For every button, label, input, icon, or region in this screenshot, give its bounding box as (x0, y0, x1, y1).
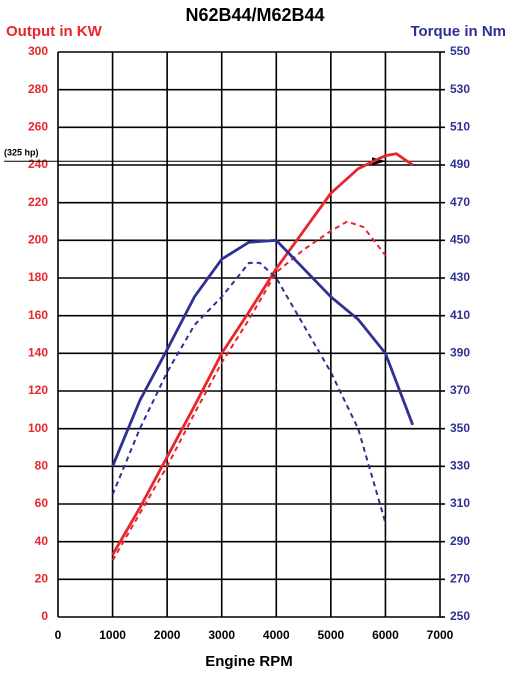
y2-tick-label: 410 (450, 308, 470, 322)
y-tick-label: 260 (28, 120, 48, 134)
y2-tick-label: 430 (450, 270, 470, 284)
y-tick-label: 20 (35, 572, 49, 586)
x-tick-label: 2000 (154, 628, 181, 642)
series-line (111, 261, 387, 524)
series-line (111, 152, 414, 556)
y-tick-label: 300 (28, 44, 48, 58)
y-tick-label: 160 (28, 308, 48, 322)
y2-tick-label: 530 (450, 82, 470, 96)
y-tick-label: 180 (28, 270, 48, 284)
y-tick-label: 100 (28, 421, 48, 435)
x-tick-label: 0 (55, 628, 62, 642)
chart-title: N62B44/M62B44 (185, 5, 324, 25)
y2-tick-label: 390 (450, 346, 470, 360)
x-tick-label: 6000 (372, 628, 399, 642)
y-tick-label: 140 (28, 346, 48, 360)
y-tick-label: 60 (35, 496, 49, 510)
y2-tick-label: 330 (450, 459, 470, 473)
y-tick-label: 40 (35, 534, 49, 548)
y2-tick-label: 490 (450, 157, 470, 171)
y2-tick-label: 250 (450, 609, 470, 623)
x-tick-label: 4000 (263, 628, 290, 642)
y2-tick-label: 350 (450, 421, 470, 435)
y2-tick-label: 470 (450, 195, 470, 209)
x-tick-label: 3000 (208, 628, 235, 642)
y2-tick-label: 550 (450, 44, 470, 58)
y-tick-label: 0 (41, 609, 48, 623)
y2-axis-label: Torque in Nm (410, 23, 506, 40)
x-tick-label: 1000 (99, 628, 126, 642)
y2-tick-label: 310 (450, 496, 470, 510)
x-axis-label: Engine RPM (205, 653, 293, 670)
y-tick-label: 280 (28, 82, 48, 96)
y2-tick-label: 290 (450, 534, 470, 548)
x-tick-label: 5000 (318, 628, 345, 642)
y-axis-label: Output in KW (6, 23, 103, 40)
y-tick-label: 220 (28, 195, 48, 209)
x-tick-label: 7000 (427, 628, 454, 642)
y-tick-label: 200 (28, 233, 48, 247)
y2-tick-label: 270 (450, 572, 470, 586)
series-line (111, 238, 415, 467)
annotation-label: (325 hp) (4, 148, 39, 158)
y2-tick-label: 450 (450, 233, 470, 247)
y-tick-label: 240 (28, 157, 48, 171)
y2-tick-label: 370 (450, 383, 470, 397)
y-tick-label: 120 (28, 383, 48, 397)
series-line (111, 220, 387, 562)
y-tick-label: 80 (35, 459, 49, 473)
y2-tick-label: 510 (450, 120, 470, 134)
